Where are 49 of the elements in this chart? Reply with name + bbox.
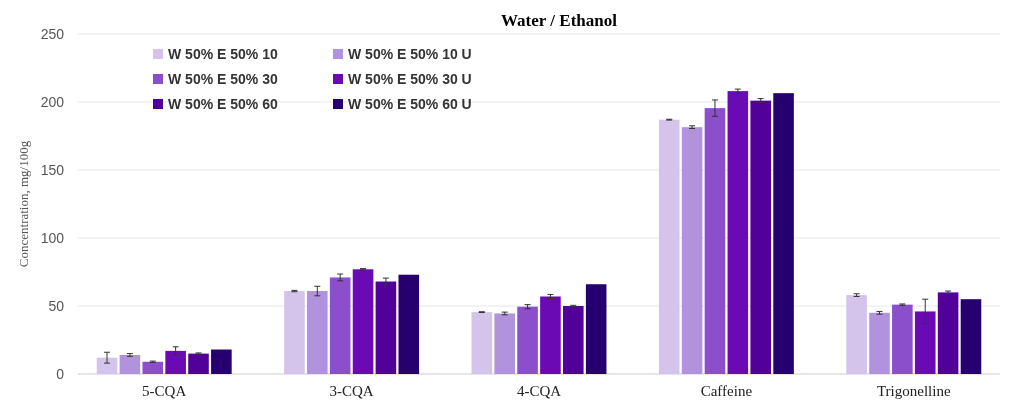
legend-label: W 50% E 50% 10 — [168, 45, 278, 62]
bar — [119, 354, 141, 374]
y-tick-label: 150 — [40, 161, 65, 178]
y-tick-label: 250 — [40, 25, 65, 42]
y-axis-title: Concentration, mg/100g — [16, 140, 31, 268]
chart-title: Water / Ethanol — [501, 11, 618, 30]
x-tick-label: 3-CQA — [329, 383, 374, 399]
legend-label: W 50% E 50% 10 U — [348, 45, 472, 62]
bar — [329, 277, 351, 374]
bar — [960, 299, 982, 374]
bar — [750, 100, 771, 374]
x-tick-label: Caffeine — [700, 383, 753, 399]
x-tick-label: Trigonelline — [876, 383, 951, 399]
y-tick-label: 200 — [40, 93, 65, 110]
legend-label: W 50% E 50% 30 U — [348, 70, 472, 87]
bar — [681, 127, 703, 374]
bar — [96, 357, 118, 374]
y-tick-label: 0 — [56, 365, 65, 382]
bar — [869, 312, 890, 374]
bar — [398, 274, 420, 374]
legend-label: W 50% E 50% 30 — [168, 70, 278, 87]
bar — [563, 306, 584, 374]
bar — [494, 313, 515, 374]
bar — [892, 304, 913, 374]
bar — [658, 119, 680, 374]
bar — [846, 295, 867, 374]
bar — [188, 353, 209, 374]
bar — [585, 284, 607, 374]
bar — [165, 350, 186, 374]
bar — [307, 291, 328, 374]
bar — [704, 108, 726, 374]
bar — [914, 311, 936, 374]
bar — [352, 269, 374, 374]
bar — [773, 93, 794, 374]
x-tick-label: 5-CQA — [142, 383, 187, 399]
x-tick-label: 4-CQA — [516, 383, 562, 399]
bar — [211, 349, 232, 374]
bar — [284, 291, 305, 374]
bar — [142, 361, 164, 374]
bar — [937, 292, 959, 374]
bar — [375, 281, 397, 374]
bar — [517, 306, 538, 374]
legend-label: W 50% E 50% 60 U — [348, 95, 472, 112]
y-tick-label: 100 — [40, 229, 65, 246]
bar — [727, 91, 749, 374]
y-tick-label: 50 — [48, 297, 65, 314]
bar — [540, 296, 561, 374]
legend-label: W 50% E 50% 60 — [168, 95, 278, 112]
bar — [471, 312, 493, 374]
